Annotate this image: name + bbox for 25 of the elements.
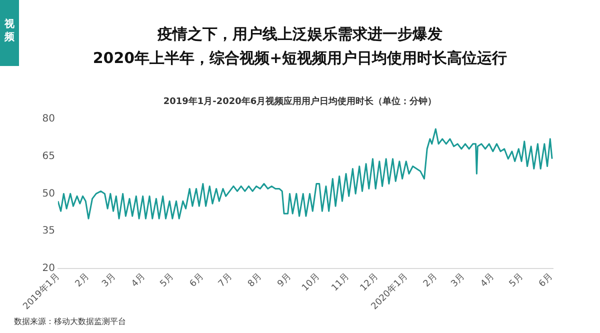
x-tick-label: 4月 (479, 272, 497, 290)
x-tick-label: 2月 (74, 272, 92, 290)
x-tick-label: 6月 (188, 272, 206, 290)
y-tick-label: 80 (42, 114, 55, 125)
x-tick-label: 3月 (100, 272, 118, 290)
source-note: 数据来源：移动大数据监测平台 (14, 316, 126, 327)
y-tick-label: 50 (42, 188, 55, 200)
chart-subtitle: 2019年1月-2020年6月视频应用用户日均使用时长（单位：分钟） (162, 95, 438, 108)
x-tick-label: 4月 (130, 272, 148, 290)
x-tick-label: 6月 (537, 272, 555, 290)
x-tick-label: 2月 (422, 272, 440, 290)
x-tick-label: 3月 (450, 272, 468, 290)
chart-title: 疫情之下，用户线上泛娱乐需求进一步爆发 2020年上半年，综合视频+短视频用户日均使用时长高位运行 (92, 24, 508, 69)
text: 视频 (4, 18, 15, 44)
x-tick-label: 5月 (508, 272, 526, 290)
x-tick-label: 8月 (246, 272, 264, 290)
x-tick-label: 12月 (358, 272, 380, 294)
y-tick-label: 65 (42, 150, 55, 162)
y-tick-label: 35 (42, 226, 55, 237)
x-tick-label: 10月 (300, 272, 322, 294)
y-tick-label: 20 (42, 262, 55, 274)
x-tick-label: 7月 (216, 272, 234, 290)
x-tick-label: 11月 (330, 272, 352, 294)
x-tick-label: 5月 (158, 272, 176, 290)
x-tick-label: 9月 (276, 272, 294, 290)
